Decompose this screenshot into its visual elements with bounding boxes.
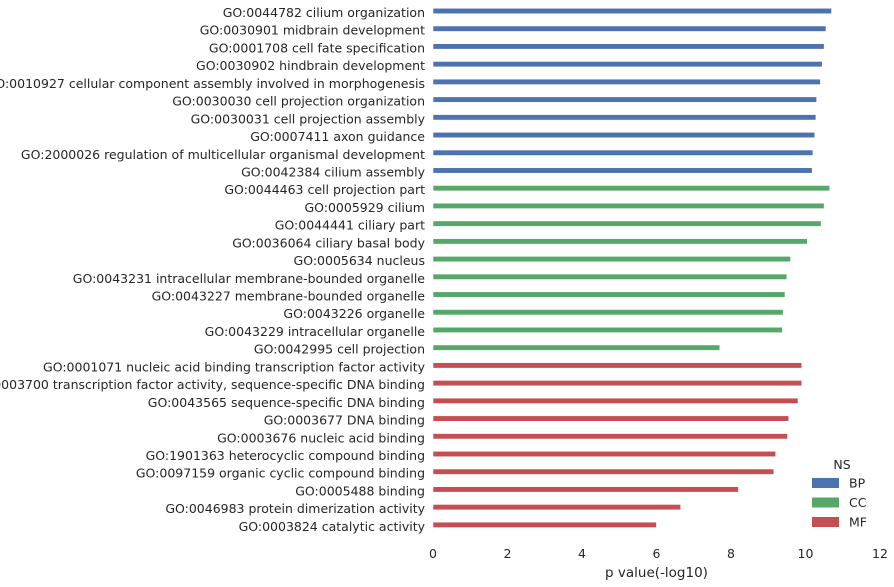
- category-label: GO:0003677 DNA binding: [264, 413, 425, 428]
- bars-layer: [432, 7, 832, 528]
- bar-mf: [432, 468, 775, 475]
- bar-cc: [432, 238, 808, 245]
- bar-bp: [432, 25, 827, 32]
- category-label: GO:0043565 sequence-specific DNA binding: [148, 395, 425, 410]
- bar-bp: [432, 78, 821, 85]
- bar-mf: [432, 397, 799, 404]
- bar-cc: [432, 344, 721, 351]
- category-label: GO:0042384 cilium assembly: [241, 164, 425, 179]
- legend-swatch-mf: [812, 517, 839, 527]
- category-label: GO:0042995 cell projection: [254, 342, 425, 357]
- legend-title: NS: [833, 457, 850, 472]
- category-label: GO:0003700 transcription factor activity…: [0, 377, 425, 392]
- category-label: GO:0036064 ciliary basal body: [232, 235, 425, 250]
- legend-label-cc: CC: [849, 495, 867, 510]
- category-label: GO:0001708 cell fate specification: [209, 40, 425, 55]
- category-label: GO:0003824 catalytic activity: [239, 519, 426, 534]
- x-tick-label: 6: [653, 546, 661, 561]
- category-label: GO:0010927 cellular component assembly i…: [0, 76, 425, 91]
- bar-mf: [432, 504, 682, 511]
- legend-swatch-bp: [812, 478, 839, 488]
- category-label: GO:0043226 organelle: [283, 306, 425, 321]
- category-label: GO:0044782 cilium organization: [223, 5, 425, 20]
- category-label: GO:0005929 cilium: [304, 200, 425, 215]
- bar-cc: [432, 309, 784, 316]
- category-label: GO:0044441 ciliary part: [275, 218, 425, 233]
- x-tick-label: 12: [872, 546, 888, 561]
- bar-bp: [432, 96, 817, 103]
- bar-bp: [432, 61, 823, 68]
- bar-bp: [432, 114, 817, 121]
- category-label: GO:0030031 cell projection assembly: [191, 111, 426, 126]
- x-axis-title: p value(-log10): [605, 565, 708, 581]
- bar-mf: [432, 450, 777, 458]
- bar-cc: [432, 185, 831, 192]
- x-tick-label: 8: [727, 546, 735, 561]
- bar-cc: [432, 220, 822, 227]
- category-label: GO:0005488 binding: [295, 483, 425, 498]
- x-axis: 0 2 4 6 8 10 12: [429, 546, 888, 561]
- category-label: GO:2000026 regulation of multicellular o…: [21, 147, 425, 162]
- bar-cc: [432, 256, 791, 263]
- category-label: GO:0007411 axon guidance: [250, 129, 425, 144]
- category-label: GO:0001071 nucleic acid binding transcri…: [43, 359, 426, 374]
- x-tick-label: 4: [578, 546, 586, 561]
- bar-bp: [432, 149, 814, 156]
- category-label: GO:0030902 hindbrain development: [196, 58, 425, 73]
- bar-mf: [432, 362, 803, 369]
- category-label: GO:0043227 membrane-bounded organelle: [152, 289, 426, 304]
- x-tick-label: 0: [429, 546, 437, 561]
- category-label: GO:0005634 nucleus: [294, 253, 425, 268]
- category-label: GO:0097159 organic cyclic compound bindi…: [136, 466, 425, 481]
- category-label: GO:0046983 protein dimerization activity: [165, 501, 425, 516]
- bar-bp: [432, 167, 813, 174]
- legend-swatch-cc: [812, 497, 839, 508]
- x-tick-label: 10: [798, 546, 814, 561]
- bar-mf: [432, 415, 790, 422]
- category-label: GO:0043229 intracellular organelle: [205, 324, 426, 339]
- x-tick-label: 2: [504, 546, 512, 561]
- bar-cc: [432, 291, 786, 298]
- bar-cc: [432, 326, 783, 334]
- bar-bp: [432, 131, 816, 139]
- bar-cc: [432, 202, 825, 209]
- category-label: GO:0030901 midbrain development: [200, 23, 425, 38]
- category-label: GO:0030030 cell projection organization: [172, 94, 425, 109]
- category-labels: GO:0044782 cilium organization GO:0030901…: [0, 5, 426, 534]
- category-label: GO:0003676 nucleic acid binding: [217, 430, 425, 445]
- bar-mf: [432, 433, 788, 440]
- bar-bp: [432, 43, 825, 50]
- bar-bp: [432, 7, 832, 15]
- category-label: GO:1901363 heterocyclic compound binding: [146, 448, 425, 463]
- bar-mf: [432, 486, 739, 493]
- bar-mf: [432, 380, 803, 387]
- category-label: GO:0044463 cell projection part: [224, 182, 425, 197]
- legend-label-mf: MF: [849, 515, 867, 530]
- legend: NS BP CC MF: [812, 457, 867, 530]
- legend-label-bp: BP: [849, 476, 866, 491]
- bar-cc: [432, 273, 788, 280]
- category-label: GO:0043231 intracellular membrane-bounde…: [73, 271, 426, 286]
- bar-mf: [432, 521, 657, 528]
